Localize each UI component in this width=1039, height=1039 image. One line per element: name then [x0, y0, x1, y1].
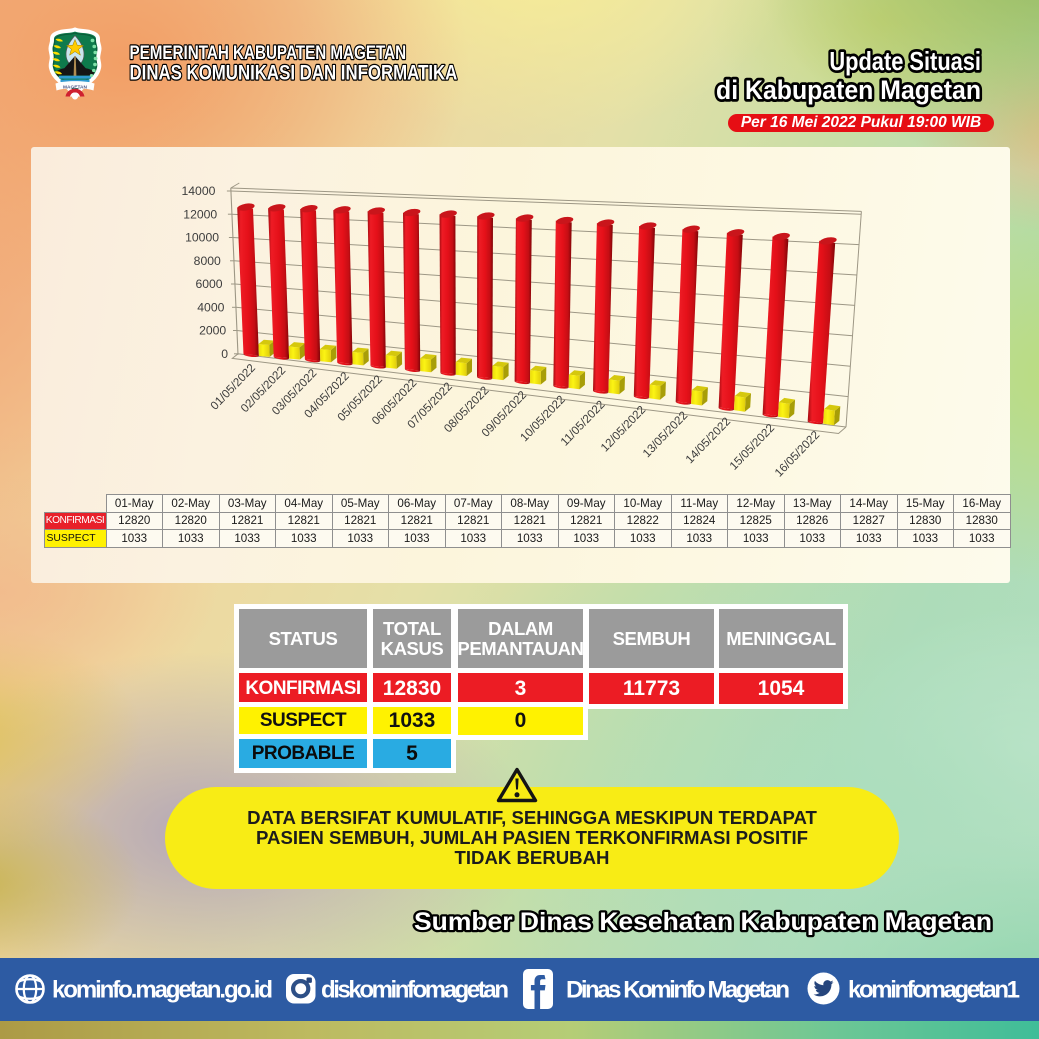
svg-text:diskominfomagetan: diskominfomagetan — [321, 977, 509, 1004]
svg-text:Update Situasi: Update Situasi — [829, 47, 981, 76]
svg-text:8000: 8000 — [194, 254, 221, 268]
svg-text:13/05/2022: 13/05/2022 — [640, 409, 690, 460]
svg-text:MAGETAN: MAGETAN — [63, 85, 87, 91]
svg-text:10000: 10000 — [185, 231, 219, 245]
svg-text:6000: 6000 — [195, 277, 222, 291]
svg-text:Sumber Dinas Kesehatan Kabupat: Sumber Dinas Kesehatan Kabupaten Magetan — [414, 908, 992, 936]
svg-text:Dinas Kominfo Magetan: Dinas Kominfo Magetan — [566, 977, 790, 1004]
svg-text:12/05/2022: 12/05/2022 — [598, 403, 648, 454]
svg-text:DINAS KOMUNIKASI DAN INFORMATI: DINAS KOMUNIKASI DAN INFORMATIKA — [130, 62, 458, 85]
svg-text:di Kabupaten Magetan: di Kabupaten Magetan — [716, 76, 981, 105]
svg-text:16/05/2022: 16/05/2022 — [772, 428, 822, 479]
svg-text:15/05/2022: 15/05/2022 — [727, 422, 777, 473]
svg-text:PEMERINTAH KABUPATEN MAGETAN: PEMERINTAH KABUPATEN MAGETAN — [130, 41, 407, 63]
svg-text:4000: 4000 — [197, 301, 224, 315]
svg-text:14000: 14000 — [182, 184, 216, 198]
svg-text:kominfomagetan1: kominfomagetan1 — [848, 977, 1020, 1004]
svg-text:2000: 2000 — [199, 324, 226, 338]
svg-text:0: 0 — [221, 347, 228, 361]
svg-text:kominfo.magetan.go.id: kominfo.magetan.go.id — [52, 977, 273, 1004]
svg-text:11/05/2022: 11/05/2022 — [558, 398, 607, 448]
svg-text:14/05/2022: 14/05/2022 — [683, 415, 733, 466]
svg-text:12000: 12000 — [183, 207, 217, 221]
